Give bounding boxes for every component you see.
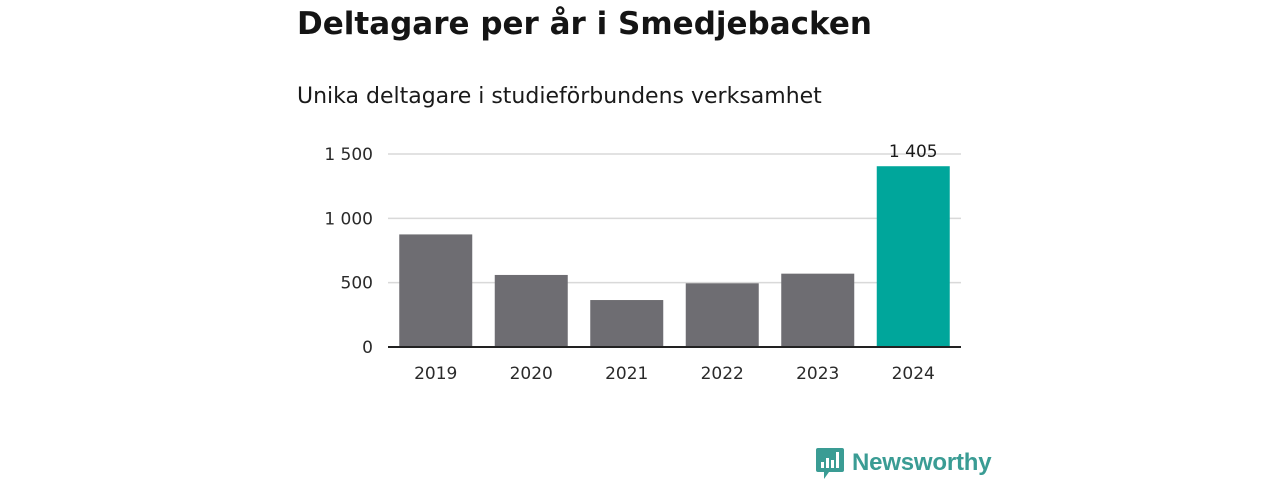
bar	[685, 283, 759, 347]
data-label: 1 405	[889, 142, 938, 162]
x-tick-label: 2021	[605, 364, 648, 384]
x-tick-label: 2020	[510, 364, 553, 384]
bar	[590, 300, 664, 347]
y-tick-label: 0	[362, 338, 373, 358]
x-tick-label: 2019	[414, 364, 457, 384]
x-tick-label: 2022	[701, 364, 744, 384]
y-tick-label: 1 500	[324, 145, 373, 165]
x-tick-label: 2023	[796, 364, 839, 384]
brand-name: Newsworthy	[852, 449, 992, 476]
x-tick-label: 2024	[892, 364, 935, 384]
y-tick-label: 500	[341, 274, 373, 294]
bar	[494, 274, 568, 347]
bar	[399, 234, 473, 347]
bar	[781, 273, 855, 347]
bar	[876, 166, 950, 347]
chart-subtitle: Unika deltagare i studieförbundens verks…	[297, 84, 822, 109]
chart-title: Deltagare per år i Smedjebacken	[297, 6, 872, 42]
brand-logo: Newsworthy	[815, 446, 992, 480]
y-tick-label: 1 000	[324, 209, 373, 229]
newsworthy-logo-icon	[816, 448, 844, 479]
